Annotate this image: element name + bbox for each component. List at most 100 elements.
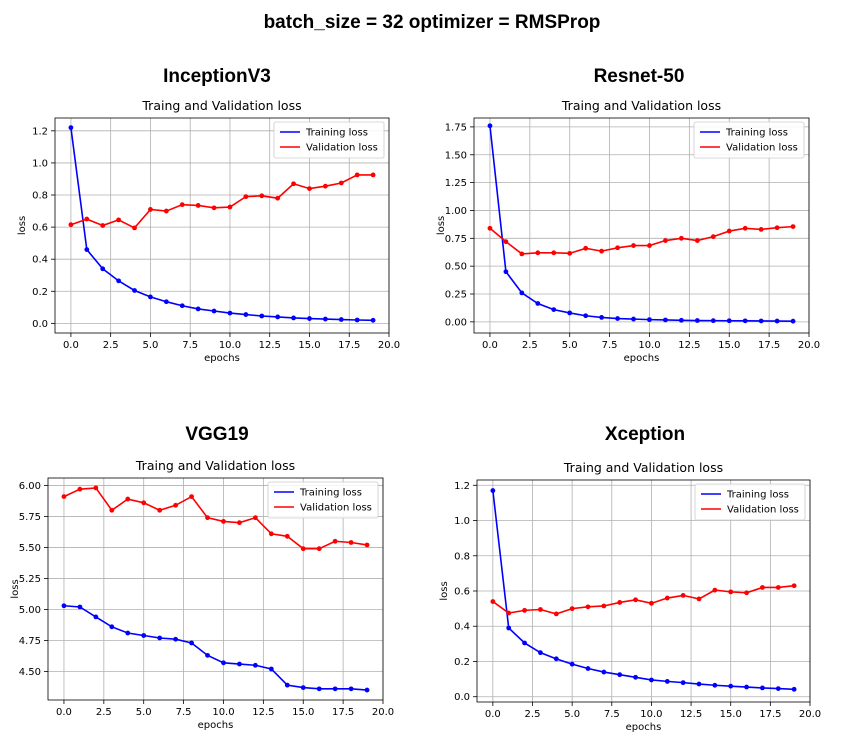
data-point xyxy=(300,546,306,552)
data-point xyxy=(307,186,312,191)
y-tick-label: 1.0 xyxy=(454,516,470,527)
y-tick-label: 4.50 xyxy=(19,667,41,678)
data-point xyxy=(243,312,249,317)
data-point xyxy=(601,603,607,609)
y-axis-label: loss xyxy=(439,581,450,600)
chart-inceptionv3: Traing and Validation loss 0.0 2.5 5.0 7.5 10… xyxy=(17,98,400,364)
y-tick-label: 1.75 xyxy=(445,122,467,133)
y-tick-label: 0.6 xyxy=(454,587,470,598)
data-point xyxy=(179,303,185,309)
series-validation-loss xyxy=(490,583,797,617)
data-point xyxy=(205,515,210,521)
x-axis-label: epochs xyxy=(198,720,234,731)
data-point xyxy=(364,542,370,548)
x-tick-label: 10.0 xyxy=(638,340,660,351)
data-point xyxy=(503,239,509,245)
x-tick-label: 7.5 xyxy=(602,340,618,351)
series-line xyxy=(492,490,795,691)
figure-suptitle: batch_size = 32 optimizer = RMSProp xyxy=(263,12,601,33)
x-tick-label: 20.0 xyxy=(799,709,821,720)
data-point xyxy=(631,316,636,322)
data-point xyxy=(601,669,607,675)
legend-label: Validation loss xyxy=(300,503,372,514)
data-point xyxy=(712,587,718,593)
data-point xyxy=(647,317,652,323)
y-tick-label: 1.50 xyxy=(445,150,467,161)
y-tick-label: 1.2 xyxy=(32,126,48,137)
data-point xyxy=(109,624,115,630)
x-tick-label: 7.5 xyxy=(182,340,198,351)
x-tick-label: 12.5 xyxy=(259,340,281,351)
model-title-resnet50: Resnet-50 xyxy=(593,66,685,87)
x-tick-label: 12.5 xyxy=(680,709,702,720)
chart-title: Traing and Validation loss xyxy=(135,458,295,473)
series-training-loss xyxy=(68,125,376,323)
data-point xyxy=(583,313,589,319)
y-tick-label: 0.0 xyxy=(32,319,48,330)
data-point xyxy=(195,306,201,312)
x-tick-label: 10.0 xyxy=(212,707,234,718)
data-point xyxy=(141,500,147,506)
data-point xyxy=(649,677,654,683)
data-point xyxy=(61,494,67,500)
data-point xyxy=(790,224,796,230)
data-point xyxy=(268,666,274,672)
data-point xyxy=(77,604,83,610)
data-point xyxy=(567,250,573,256)
y-tick-label: 0.0 xyxy=(454,692,470,703)
data-point xyxy=(710,318,716,324)
data-point xyxy=(291,315,296,321)
x-axis-label: epochs xyxy=(624,353,660,364)
model-title-xception: Xception xyxy=(604,424,686,445)
x-tick-label: 10.0 xyxy=(640,709,662,720)
data-point xyxy=(300,685,306,690)
data-point xyxy=(551,307,557,313)
data-point xyxy=(519,290,525,296)
x-tick-label: 7.5 xyxy=(176,707,192,718)
series-validation-loss xyxy=(487,224,796,257)
x-tick-label: 5.0 xyxy=(562,340,578,351)
data-point xyxy=(633,674,638,680)
legend-label: Training loss xyxy=(726,490,789,501)
data-point xyxy=(316,546,322,552)
data-point xyxy=(506,610,512,616)
data-point xyxy=(647,243,652,248)
y-tick-label: 5.50 xyxy=(19,543,41,554)
data-point xyxy=(322,183,328,189)
data-point xyxy=(125,496,131,502)
x-tick-label: 0.0 xyxy=(485,709,501,720)
data-point xyxy=(243,194,249,200)
data-point xyxy=(195,203,201,208)
data-point xyxy=(664,595,670,601)
data-point xyxy=(615,245,620,251)
grid xyxy=(474,118,810,333)
x-tick-label: 0.0 xyxy=(63,340,79,351)
data-point xyxy=(487,123,493,129)
data-point xyxy=(237,520,242,526)
chart-vgg19: Traing and Validation loss 0.0 2.5 5.0 7.5 10… xyxy=(10,458,394,731)
data-point xyxy=(522,640,527,646)
y-tick-label: 0.8 xyxy=(32,191,48,202)
data-point xyxy=(791,583,797,589)
data-point xyxy=(307,316,312,321)
data-point xyxy=(284,533,290,539)
legend-label: Training loss xyxy=(725,128,788,139)
data-point xyxy=(338,317,344,322)
y-tick-label: 0.00 xyxy=(445,317,467,328)
y-tick-label: 5.75 xyxy=(19,512,41,523)
y-tick-label: 0.6 xyxy=(32,223,48,234)
data-point xyxy=(284,682,290,688)
y-tick-label: 6.00 xyxy=(19,481,41,492)
y-tick-label: 0.8 xyxy=(454,551,470,562)
data-point xyxy=(617,600,623,605)
data-point xyxy=(125,630,131,636)
data-point xyxy=(316,686,322,692)
data-point xyxy=(221,519,226,524)
legend-label: Validation loss xyxy=(727,505,799,516)
data-point xyxy=(370,317,376,323)
data-point xyxy=(116,217,122,223)
y-tick-label: 1.00 xyxy=(445,206,467,217)
series-line xyxy=(492,584,795,615)
data-point xyxy=(364,687,370,693)
x-tick-label: 12.5 xyxy=(678,340,700,351)
